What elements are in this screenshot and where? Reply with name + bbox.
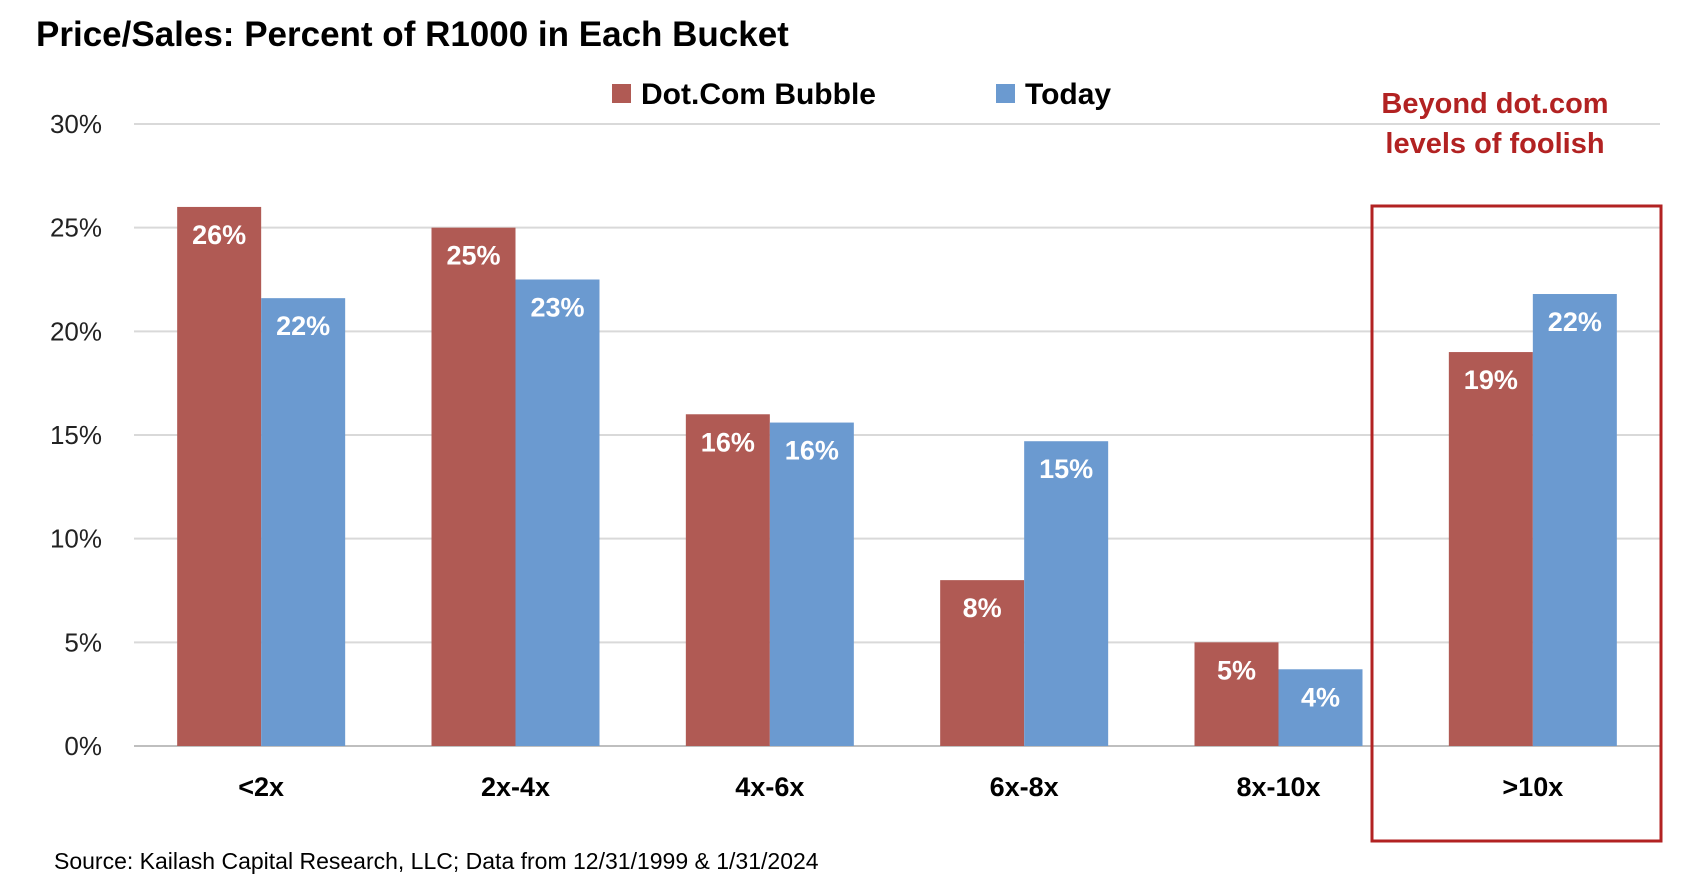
data-label: 5% — [1217, 655, 1256, 685]
category-label: <2x — [238, 772, 284, 802]
data-label: 25% — [446, 241, 500, 271]
y-axis-ticks: 0% 5% 10% 15% 20% 25% 30% — [50, 109, 102, 761]
data-label: 23% — [530, 293, 584, 323]
data-label: 15% — [1039, 454, 1093, 484]
bar-dotcom-2 — [685, 414, 770, 746]
bar-today-4 — [1278, 669, 1363, 746]
data-labels: 26% 22% 25% 23% 16% 16% 8% 15% 5% 4% 19% 22% — [192, 220, 1602, 712]
legend-label-today: Today — [1025, 78, 1111, 111]
y-tick-label: 15% — [50, 420, 102, 450]
bar-today-1 — [515, 279, 600, 746]
data-label: 16% — [785, 436, 839, 466]
data-label: 19% — [1464, 365, 1518, 395]
y-tick-label: 10% — [50, 524, 102, 554]
category-label: 8x-10x — [1236, 772, 1320, 802]
highlight-box — [1370, 204, 1663, 843]
annotation-line-1: Beyond dot.com — [1381, 88, 1608, 120]
bar-dotcom-4 — [1194, 642, 1279, 746]
data-label: 8% — [963, 593, 1002, 623]
data-label: 4% — [1301, 682, 1340, 712]
data-label: 22% — [1548, 307, 1602, 337]
bars — [177, 206, 1617, 746]
data-label: 16% — [701, 427, 755, 457]
category-label: >10x — [1502, 772, 1563, 802]
bar-today-5 — [1532, 294, 1617, 746]
source-note: Source: Kailash Capital Research, LLC; D… — [54, 848, 819, 874]
legend-label-dotcom: Dot.Com Bubble — [641, 78, 876, 111]
y-tick-label: 20% — [50, 316, 102, 346]
y-tick-label: 30% — [50, 109, 102, 139]
legend: Dot.Com Bubble Today — [612, 78, 1111, 111]
annotation-line-2: levels of foolish — [1385, 128, 1604, 160]
data-label: 22% — [276, 311, 330, 341]
annotation: Beyond dot.com levels of foolish — [1370, 88, 1663, 843]
bar-dotcom-3 — [940, 580, 1025, 746]
y-tick-label: 0% — [64, 731, 102, 761]
bar-dotcom-0 — [177, 206, 262, 746]
bar-today-2 — [769, 422, 854, 746]
legend-swatch-today — [996, 84, 1015, 103]
chart-title: Price/Sales: Percent of R1000 in Each Bu… — [36, 15, 789, 54]
gridlines — [134, 123, 1660, 747]
category-label: 6x-8x — [990, 772, 1059, 802]
legend-swatch-dotcom — [612, 84, 631, 103]
bar-dotcom-1 — [431, 227, 516, 746]
bar-today-3 — [1024, 441, 1109, 746]
y-tick-label: 25% — [50, 213, 102, 243]
data-label: 26% — [192, 220, 246, 250]
bar-today-0 — [261, 298, 346, 746]
category-label: 4x-6x — [735, 772, 804, 802]
category-label: 2x-4x — [481, 772, 550, 802]
bar-dotcom-5 — [1448, 352, 1533, 746]
y-tick-label: 5% — [64, 627, 102, 657]
category-labels: <2x 2x-4x 4x-6x 6x-8x 8x-10x >10x — [238, 772, 1563, 802]
